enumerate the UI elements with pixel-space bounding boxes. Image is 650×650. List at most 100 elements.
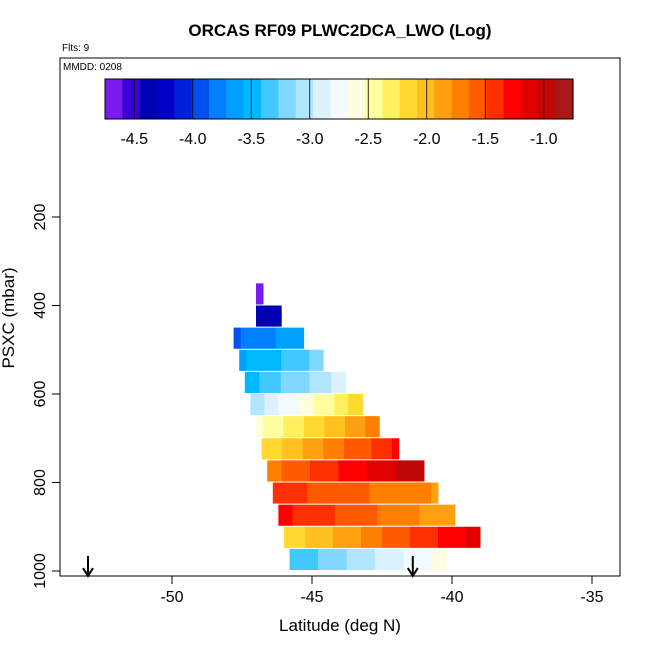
colorbar-cell <box>278 79 297 119</box>
heatmap-cell <box>356 504 364 526</box>
heatmap-cell <box>275 438 283 460</box>
heatmap-cell <box>381 460 389 482</box>
heatmap-cell <box>332 548 340 570</box>
heatmap-cell <box>447 504 456 526</box>
heatmap-cell <box>313 504 322 526</box>
heatmap-cell <box>320 504 329 526</box>
heatmap-cell <box>327 482 336 504</box>
heatmap-cell <box>358 416 367 438</box>
heatmap-cell <box>348 394 356 416</box>
heatmap-cell <box>260 283 264 305</box>
heatmap-cell <box>292 394 300 416</box>
heatmap-cell <box>295 349 303 371</box>
heatmap-cell <box>405 504 413 526</box>
heatmap-cell <box>388 460 396 482</box>
heatmap-cell <box>459 526 467 548</box>
heatmap-cell <box>368 526 376 548</box>
heatmap-cell <box>384 504 392 526</box>
heatmap-cell <box>302 349 310 371</box>
heatmap-cell <box>289 548 298 570</box>
heatmap-cell <box>299 504 308 526</box>
heatmap-cell <box>389 548 398 570</box>
heatmap-cell <box>345 460 354 482</box>
y-tick-label: 200 <box>32 204 49 231</box>
heatmap-cell <box>419 504 428 526</box>
colorbar-cell <box>451 79 470 119</box>
heatmap-cell <box>323 438 331 460</box>
heatmap-cell <box>282 327 291 349</box>
heatmap-cell <box>360 548 369 570</box>
heatmap-cell <box>254 327 263 349</box>
heatmap-cell <box>316 349 324 371</box>
heatmap-cell <box>280 371 289 393</box>
colorbar-cell <box>486 79 505 119</box>
heatmap-cell <box>285 504 294 526</box>
heatmap-cell <box>362 482 370 504</box>
y-axis-label: PSXC (mbar) <box>0 267 18 368</box>
x-tick-label: -50 <box>160 589 183 606</box>
heatmap-cell <box>306 504 315 526</box>
heatmap-cell <box>268 305 276 327</box>
heatmap-cell <box>352 460 361 482</box>
colorbar-cell <box>157 79 175 119</box>
heatmap-cell <box>412 504 421 526</box>
heatmap-cell <box>317 460 325 482</box>
heatmap-cell <box>330 438 338 460</box>
heatmap-cell <box>354 526 362 548</box>
heatmap-cell <box>346 548 355 570</box>
heatmap-cell <box>426 504 435 526</box>
colorbar-cell <box>399 79 418 119</box>
x-tick-label: -45 <box>300 589 323 606</box>
heatmap-cell <box>410 548 419 570</box>
heatmap-cell <box>372 416 380 438</box>
heatmap-cell <box>337 438 345 460</box>
heatmap-cell <box>331 460 339 482</box>
heatmap-cell <box>305 526 313 548</box>
heatmap-cell <box>424 482 432 504</box>
heatmap-cell <box>410 526 418 548</box>
heatmap-cell <box>370 504 378 526</box>
heatmap-cell <box>402 460 411 482</box>
heatmap-cell <box>267 349 275 371</box>
colorbar-tick-label: -1.0 <box>530 131 558 148</box>
heatmap-cell <box>286 482 294 504</box>
colorbar-cell <box>105 79 123 119</box>
heatmap-cell <box>319 526 327 548</box>
heatmap-cell <box>417 548 426 570</box>
heatmap-cell <box>313 394 321 416</box>
heatmap-cell <box>318 548 326 570</box>
heatmap-cell <box>306 394 314 416</box>
heatmap-cell <box>334 482 343 504</box>
heatmap-cell <box>348 504 357 526</box>
heatmap-cell <box>324 416 332 438</box>
heatmap-cell <box>303 416 312 438</box>
y-axis: 200 400 600 800 1000 <box>32 204 61 589</box>
heatmap-cell <box>295 371 303 393</box>
heatmap-cell <box>260 349 268 371</box>
heatmap-cell <box>295 460 304 482</box>
heatmap-cell <box>368 548 376 570</box>
colorbar-tick-label: -3.0 <box>296 131 324 148</box>
heatmap-cell <box>239 349 247 371</box>
heatmap-cell <box>331 416 339 438</box>
heatmap-cell <box>303 548 312 570</box>
heatmap-cell <box>365 416 373 438</box>
colorbar-cell <box>382 79 401 119</box>
heatmap-cell <box>246 349 254 371</box>
heatmap-cell <box>240 327 249 349</box>
heatmap-cell <box>268 438 276 460</box>
heatmap-cell <box>292 504 301 526</box>
colorbar-cell <box>521 79 539 119</box>
heatmap-cell <box>326 526 334 548</box>
colorbar-cell <box>243 79 262 119</box>
heatmap-cell <box>261 438 269 460</box>
heatmap-cell <box>333 526 341 548</box>
heatmap-cell <box>452 526 460 548</box>
heatmap-cell <box>289 327 298 349</box>
colorbar-cell <box>365 79 383 119</box>
heatmap-cell <box>473 526 481 548</box>
colorbar-cell <box>469 79 487 119</box>
heatmap-cell <box>259 371 267 393</box>
colorbar-tick-label: -4.0 <box>179 131 207 148</box>
heatmap-cell <box>341 394 349 416</box>
